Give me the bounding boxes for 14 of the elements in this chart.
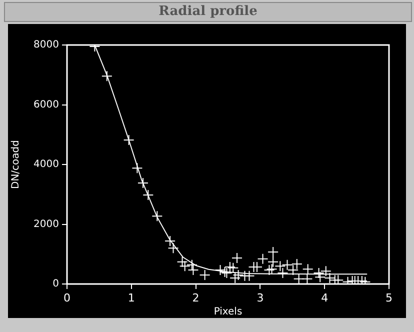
y-tick-label: 6000: [34, 99, 59, 110]
x-tick-label: 1: [128, 291, 135, 304]
chart-title: Radial profile: [4, 2, 412, 22]
y-axis-title: DN/coadd: [10, 140, 22, 189]
x-axis-title: Pixels: [214, 306, 242, 318]
y-tick-label: 2000: [34, 218, 59, 230]
x-tick-label: 2: [192, 291, 200, 304]
x-tick-label: 4: [321, 291, 328, 304]
y-tick-label: 4000: [34, 159, 59, 170]
x-tick-label: 5: [386, 291, 392, 304]
y-tick-label: 0: [52, 278, 59, 290]
x-tick-label: 0: [64, 291, 70, 304]
x-tick-label: 3: [256, 291, 264, 304]
y-tick-label: 8000: [34, 40, 59, 51]
